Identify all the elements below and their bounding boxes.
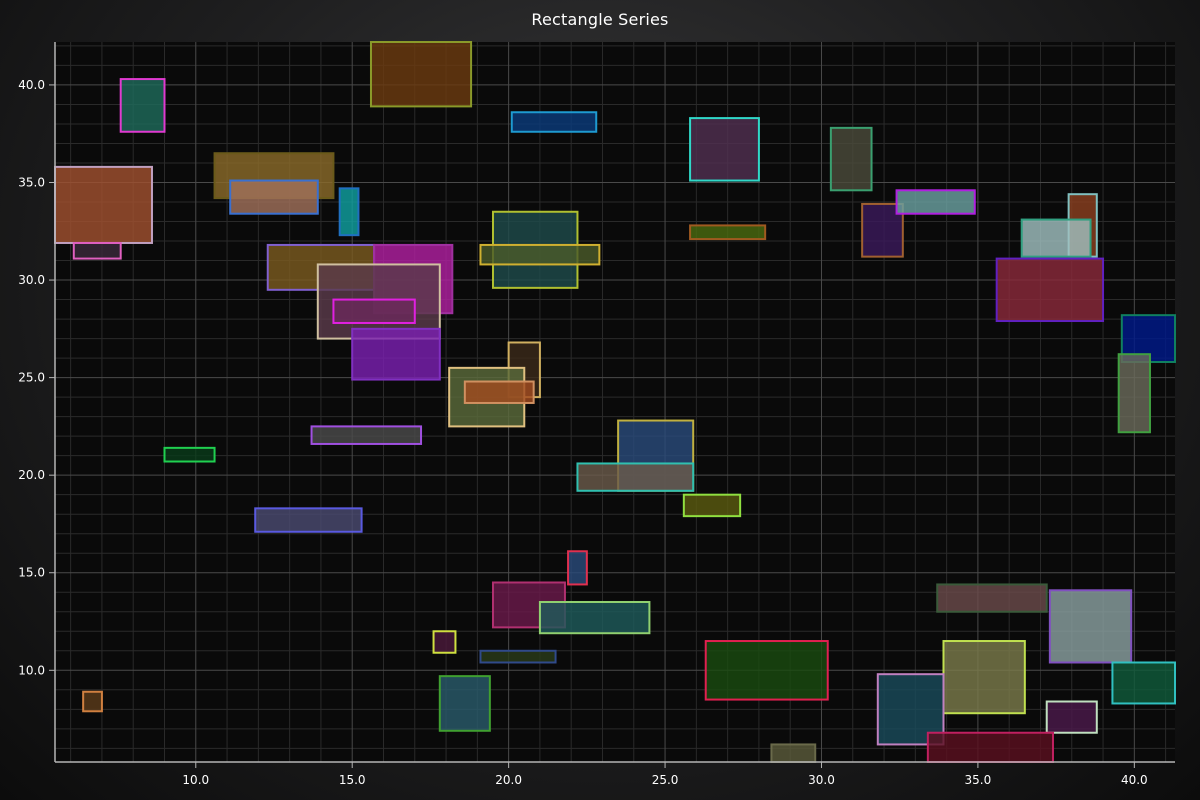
y-tick-label: 15.0 <box>18 566 45 580</box>
rectangle-mark <box>332 298 416 324</box>
rectangle-mark <box>567 550 588 586</box>
x-tick-label: 20.0 <box>495 773 522 787</box>
chart-title: Rectangle Series <box>531 10 669 29</box>
rectangle-series <box>54 41 1177 764</box>
rectangle-mark <box>479 649 557 664</box>
y-tick-label: 30.0 <box>18 273 45 287</box>
rectangle-mark <box>829 126 873 192</box>
rectangle-mark <box>254 507 363 533</box>
rectangle-mark <box>1020 218 1092 258</box>
rectangle-mark <box>72 241 122 260</box>
rectangle-mark <box>510 111 598 133</box>
rectangle-mark <box>995 257 1105 323</box>
rectangle-mark <box>689 224 767 241</box>
tick-labels: 10.0 15.0 20.0 25.0 30.0 35.0 40.0 10.0 15.0 20.0… <box>18 78 1147 787</box>
x-tick-label: 35.0 <box>965 773 992 787</box>
axes <box>49 42 1175 768</box>
rectangle-mark <box>54 165 153 244</box>
rectangle-mark <box>82 690 103 713</box>
rectangle-mark <box>1117 353 1151 434</box>
rectangle-mark <box>369 41 473 108</box>
rectangle-mark <box>432 630 457 654</box>
x-tick-label: 15.0 <box>339 773 366 787</box>
rectangle-mark <box>338 187 360 237</box>
rectangle-mark <box>310 425 423 445</box>
y-tick-label: 20.0 <box>18 468 45 482</box>
y-tick-label: 35.0 <box>18 175 45 189</box>
x-tick-label: 40.0 <box>1121 773 1148 787</box>
rectangle-mark <box>1111 661 1177 705</box>
rectangle-mark <box>936 583 1048 613</box>
rectangle-mark <box>689 117 760 182</box>
rectangle-mark <box>704 640 829 701</box>
y-tick-label: 10.0 <box>18 663 45 677</box>
rectangle-mark <box>438 675 491 732</box>
rectangle-mark <box>682 493 742 518</box>
y-tick-label: 25.0 <box>18 371 45 385</box>
rectangle-mark <box>351 327 441 381</box>
y-tick-label: 40.0 <box>18 78 45 92</box>
rectangle-mark <box>895 189 976 215</box>
rectangle-mark <box>538 601 651 635</box>
rectangle-mark <box>1045 700 1098 734</box>
rectangle-mark <box>942 640 1026 715</box>
rectangle-mark <box>163 446 216 463</box>
rectangle-mark <box>770 743 817 764</box>
x-tick-label: 25.0 <box>652 773 679 787</box>
x-tick-label: 30.0 <box>808 773 835 787</box>
rectangle-mark <box>576 462 695 492</box>
rectangle-mark <box>1048 589 1133 664</box>
rectangle-mark <box>463 380 535 404</box>
x-tick-label: 10.0 <box>182 773 209 787</box>
rectangle-mark <box>926 731 1054 763</box>
rectangle-mark <box>229 179 319 215</box>
rectangle-mark <box>119 78 166 133</box>
rectangle-mark <box>479 243 601 266</box>
